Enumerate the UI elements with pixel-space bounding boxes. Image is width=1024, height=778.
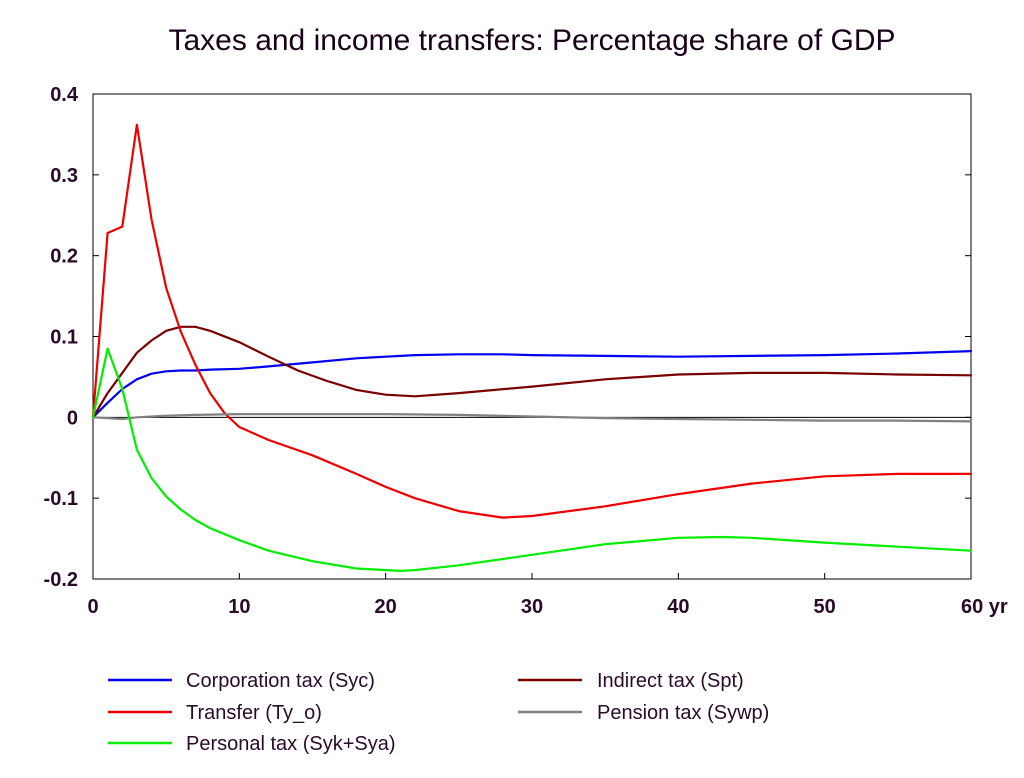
legend-label: Indirect tax (Spt) (597, 670, 744, 692)
series-line-2 (91, 325, 973, 419)
x-tick-label: 30 (521, 596, 543, 618)
legend-label: Personal tax (Syk+Sya) (186, 733, 396, 755)
x-tick-label: 50 (814, 596, 836, 618)
series-line-5 (91, 347, 973, 573)
x-tick-label: 40 (667, 596, 689, 618)
legend-label: Corporation tax (Syc) (186, 670, 375, 692)
series-line-4 (91, 413, 973, 423)
y-tick-label: 0.4 (50, 84, 79, 106)
series-line-1 (91, 350, 973, 419)
series-layer (91, 123, 973, 573)
legend-label: Transfer (Ty_o) (186, 702, 322, 724)
tick-layer: 0.4 0.3 0.2 0.1 0 -0.1 -0.2 0 10 20 30 40 50 60 yr (44, 84, 1008, 618)
x-tick-label: 0 (87, 596, 98, 618)
legend: Corporation tax (Syc) Transfer (Ty_o) Pers… (108, 670, 769, 755)
y-tick-label: 0.2 (50, 246, 78, 268)
chart-title: Taxes and income transfers: Percentage s… (168, 24, 895, 57)
x-tick-label: 20 (375, 596, 397, 618)
y-tick-label: 0 (67, 407, 78, 429)
legend-label: Pension tax (Sywp) (597, 702, 769, 724)
y-tick-label: 0.1 (50, 327, 78, 349)
x-tick-label: 60 yr (961, 596, 1008, 618)
y-tick-label: 0.3 (50, 165, 78, 187)
x-tick-label: 10 (228, 596, 250, 618)
series-line-3 (91, 123, 973, 519)
y-tick-label: -0.2 (44, 569, 78, 591)
y-tick-label: -0.1 (44, 488, 78, 510)
